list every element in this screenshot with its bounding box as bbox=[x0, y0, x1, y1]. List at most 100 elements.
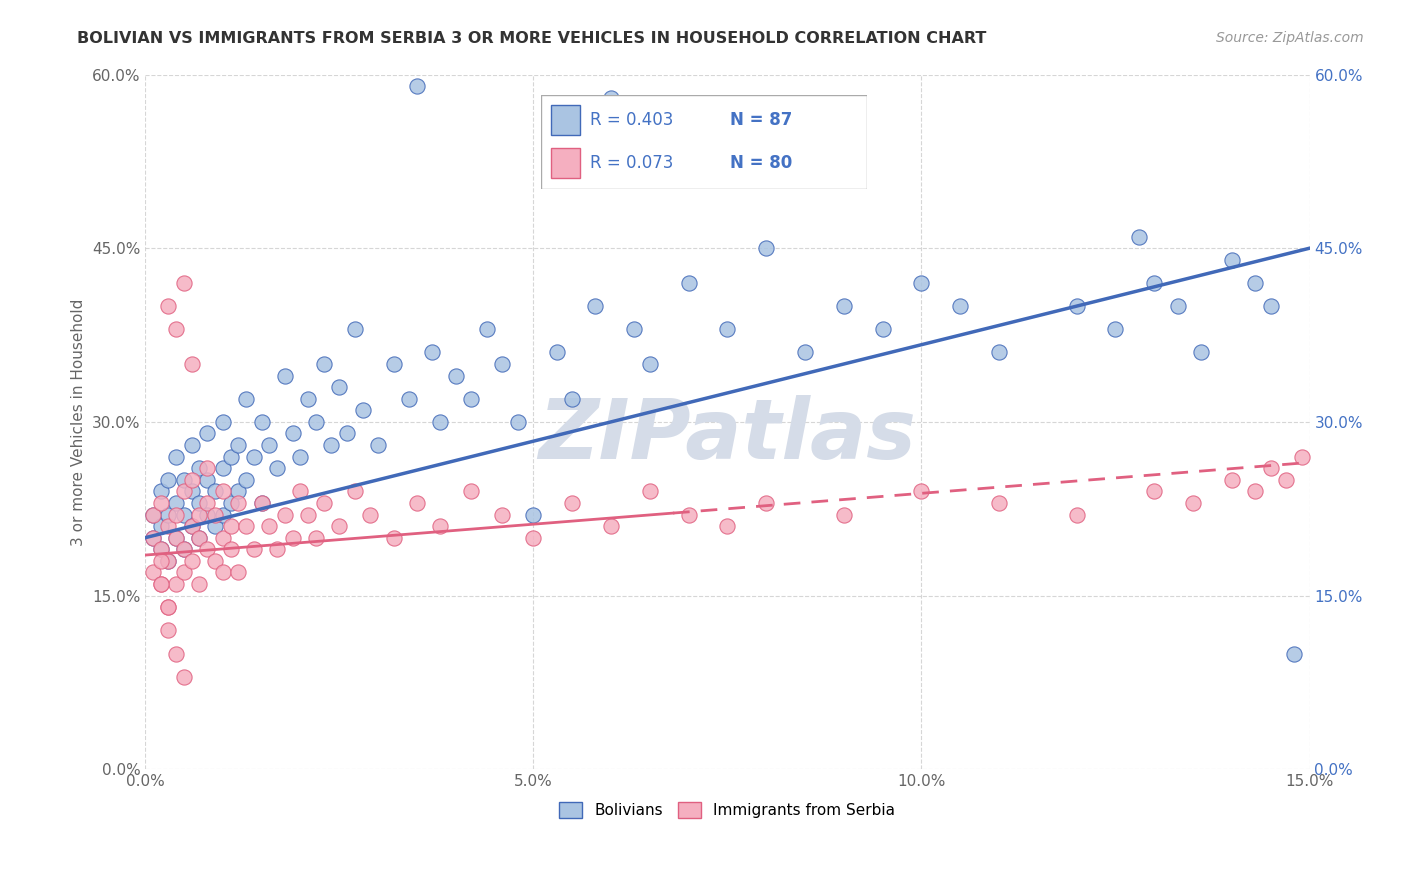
Point bbox=[173, 670, 195, 684]
Point bbox=[259, 519, 281, 533]
Point bbox=[149, 519, 172, 533]
Point bbox=[157, 600, 180, 615]
Point bbox=[211, 415, 233, 429]
Point bbox=[1066, 508, 1088, 522]
Point bbox=[444, 368, 467, 383]
Point bbox=[195, 542, 218, 557]
Point bbox=[226, 438, 249, 452]
Point bbox=[266, 461, 288, 475]
Point bbox=[359, 508, 381, 522]
Point bbox=[165, 577, 187, 591]
Text: ZIPatlas: ZIPatlas bbox=[538, 395, 917, 476]
Point bbox=[259, 438, 281, 452]
Point bbox=[460, 392, 482, 406]
Point bbox=[226, 484, 249, 499]
Point bbox=[343, 322, 366, 336]
Point bbox=[599, 519, 621, 533]
Legend: Bolivians, Immigrants from Serbia: Bolivians, Immigrants from Serbia bbox=[553, 796, 901, 824]
Point bbox=[678, 508, 700, 522]
Point bbox=[716, 519, 738, 533]
Point bbox=[219, 542, 242, 557]
Point bbox=[226, 496, 249, 510]
Point bbox=[157, 554, 180, 568]
Point bbox=[235, 392, 257, 406]
Point bbox=[188, 461, 211, 475]
Point bbox=[405, 79, 427, 94]
Point bbox=[297, 392, 319, 406]
Point bbox=[583, 299, 606, 313]
Point bbox=[1244, 276, 1267, 290]
Point bbox=[165, 322, 187, 336]
Point bbox=[180, 554, 202, 568]
Point bbox=[211, 531, 233, 545]
Point bbox=[157, 554, 180, 568]
Point bbox=[429, 519, 451, 533]
Point bbox=[243, 542, 266, 557]
Point bbox=[173, 508, 195, 522]
Point bbox=[173, 542, 195, 557]
Point bbox=[211, 566, 233, 580]
Point bbox=[382, 531, 405, 545]
Point bbox=[405, 496, 427, 510]
Point bbox=[165, 647, 187, 661]
Point bbox=[180, 473, 202, 487]
Point bbox=[157, 624, 180, 638]
Point bbox=[219, 450, 242, 464]
Point bbox=[250, 496, 273, 510]
Point bbox=[250, 415, 273, 429]
Y-axis label: 3 or more Vehicles in Household: 3 or more Vehicles in Household bbox=[72, 298, 86, 546]
Point bbox=[274, 368, 297, 383]
Point bbox=[180, 519, 202, 533]
Point bbox=[149, 484, 172, 499]
Point bbox=[211, 484, 233, 499]
Point bbox=[1189, 345, 1212, 359]
Point bbox=[1143, 484, 1166, 499]
Point bbox=[180, 438, 202, 452]
Point bbox=[382, 357, 405, 371]
Point bbox=[910, 276, 932, 290]
Point bbox=[173, 566, 195, 580]
Point bbox=[281, 531, 304, 545]
Point bbox=[561, 496, 583, 510]
Point bbox=[305, 415, 328, 429]
Point bbox=[142, 508, 165, 522]
Point bbox=[1066, 299, 1088, 313]
Point bbox=[204, 508, 226, 522]
Point bbox=[506, 415, 529, 429]
Point bbox=[491, 508, 513, 522]
Point bbox=[561, 392, 583, 406]
Point bbox=[188, 508, 211, 522]
Point bbox=[678, 276, 700, 290]
Point bbox=[328, 519, 350, 533]
Point bbox=[142, 566, 165, 580]
Point bbox=[281, 426, 304, 441]
Point bbox=[149, 577, 172, 591]
Point bbox=[290, 484, 312, 499]
Point bbox=[142, 508, 165, 522]
Text: Source: ZipAtlas.com: Source: ZipAtlas.com bbox=[1216, 31, 1364, 45]
Point bbox=[204, 519, 226, 533]
Point bbox=[266, 542, 288, 557]
Point bbox=[142, 531, 165, 545]
Point bbox=[546, 345, 568, 359]
Point bbox=[599, 91, 621, 105]
Point bbox=[195, 508, 218, 522]
Point bbox=[142, 531, 165, 545]
Point bbox=[173, 484, 195, 499]
Point bbox=[157, 600, 180, 615]
Point bbox=[910, 484, 932, 499]
Point bbox=[157, 473, 180, 487]
Point bbox=[274, 508, 297, 522]
Point bbox=[297, 508, 319, 522]
Point bbox=[321, 438, 343, 452]
Point bbox=[1143, 276, 1166, 290]
Point bbox=[149, 542, 172, 557]
Point bbox=[398, 392, 420, 406]
Point bbox=[149, 542, 172, 557]
Point bbox=[165, 508, 187, 522]
Point bbox=[195, 496, 218, 510]
Point bbox=[623, 322, 645, 336]
Point bbox=[1128, 229, 1150, 244]
Point bbox=[195, 426, 218, 441]
Point bbox=[149, 554, 172, 568]
